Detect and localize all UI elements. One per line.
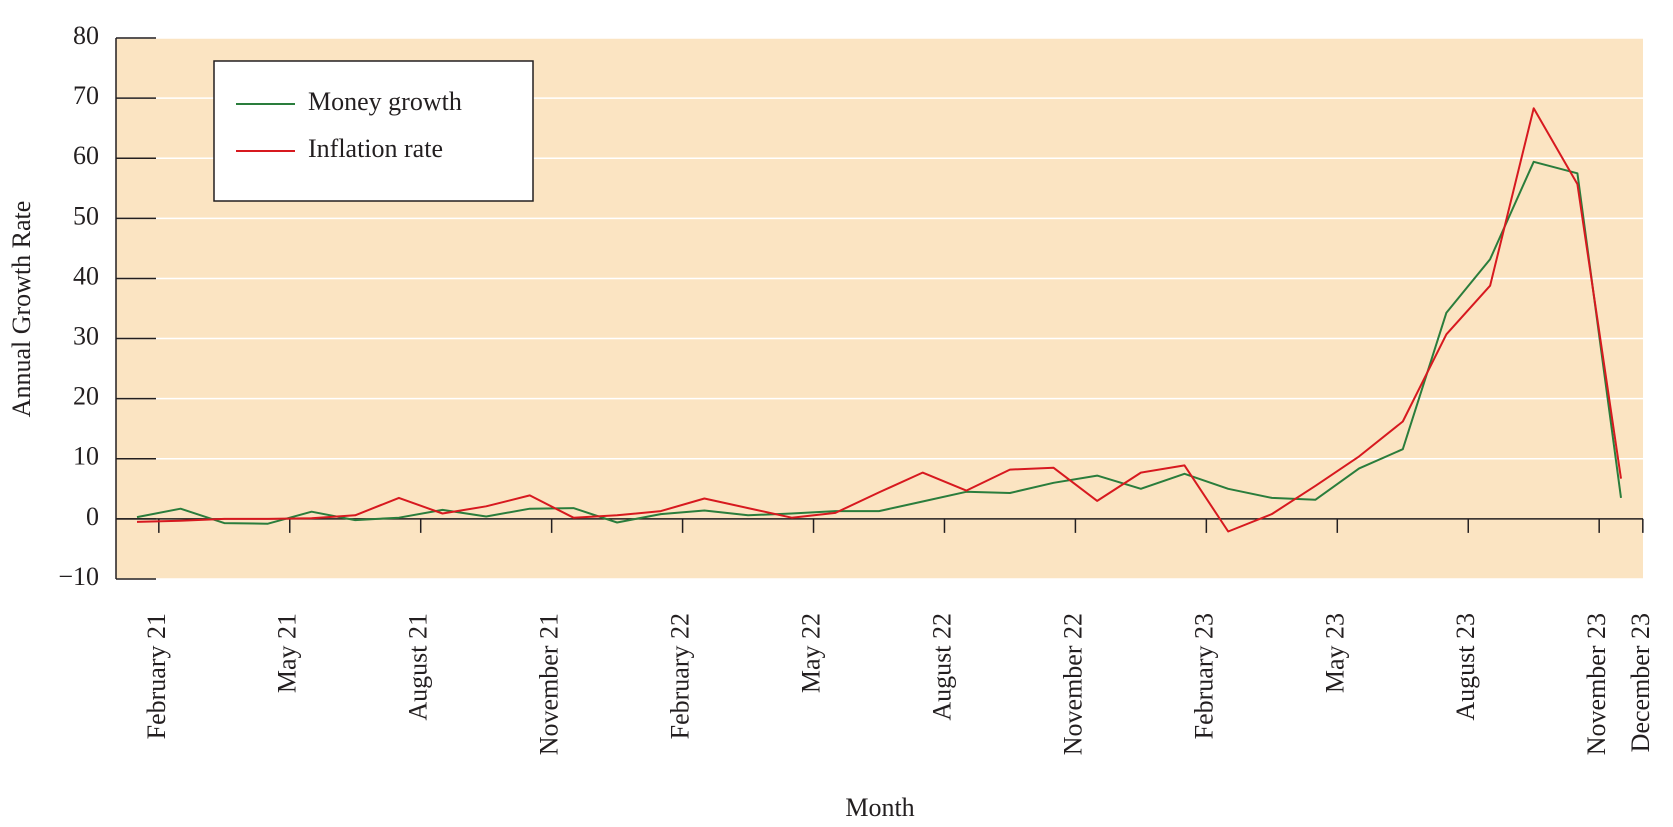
y-tick-label: 50 [73, 201, 99, 230]
x-tick-label: August 23 [1451, 613, 1480, 721]
x-tick-label: February 22 [666, 613, 695, 739]
x-tick-label: May 23 [1320, 613, 1349, 693]
x-axis-title: Month [845, 793, 914, 822]
x-tick-label: November 23 [1582, 613, 1611, 755]
series-line [136, 160, 1622, 525]
x-tick-label: May 22 [796, 613, 825, 693]
x-tick-label: August 21 [404, 613, 433, 721]
legend-box [213, 60, 534, 202]
legend-label: Money growth [308, 87, 462, 116]
x-tick-label: May 21 [273, 613, 302, 693]
x-tick-label: February 21 [142, 613, 171, 739]
y-tick-label: 0 [86, 502, 99, 531]
y-tick-label: 10 [73, 442, 99, 471]
y-axis-title: Annual Growth Rate [7, 201, 36, 418]
series-line [136, 107, 1622, 533]
y-tick-label: 30 [73, 322, 99, 351]
y-tick-label: 70 [73, 81, 99, 110]
x-tick-label: November 21 [535, 613, 564, 755]
x-tick-label: November 22 [1058, 613, 1087, 755]
x-tick-label: August 22 [927, 613, 956, 721]
y-tick-label: −10 [58, 562, 99, 591]
x-tick-label: February 23 [1189, 613, 1218, 739]
y-tick-label: 60 [73, 141, 99, 170]
legend-label: Inflation rate [308, 134, 443, 163]
y-tick-label: 20 [73, 382, 99, 411]
y-tick-label: 80 [73, 21, 99, 50]
y-tick-label: 40 [73, 261, 99, 290]
x-tick-label: December 23 [1626, 613, 1655, 752]
